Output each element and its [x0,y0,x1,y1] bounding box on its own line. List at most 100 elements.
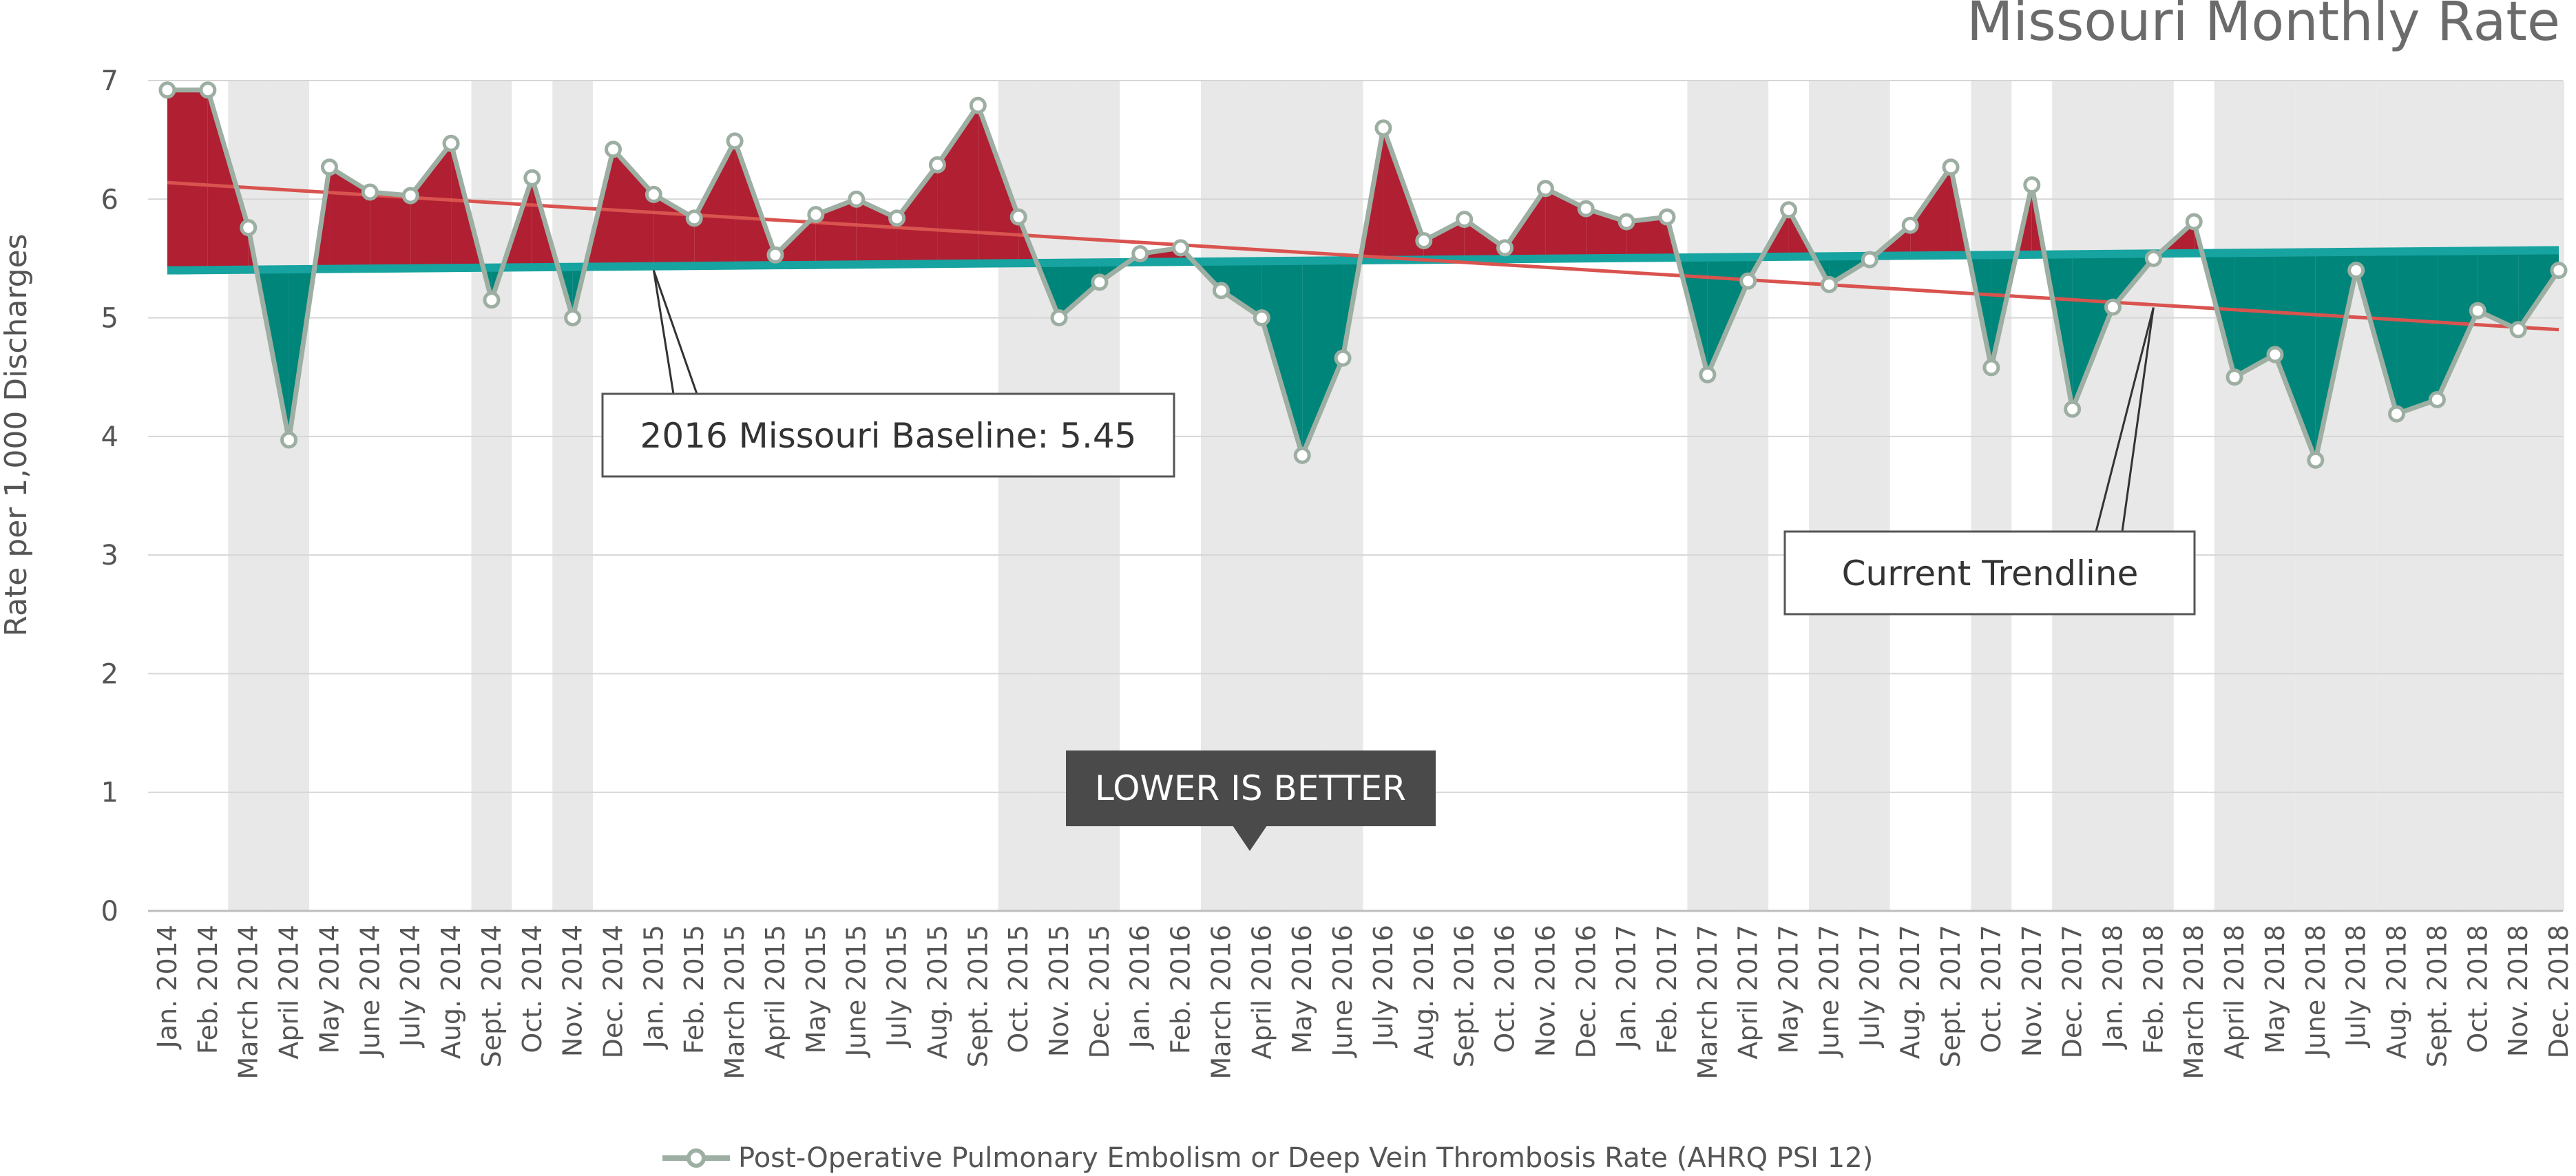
x-tick-label: Aug. 2016 [1409,925,1439,1059]
data-point [240,219,258,237]
data-point [2388,405,2406,423]
x-tick-label: Nov. 2015 [1044,925,1074,1057]
x-tick-label: March 2016 [1206,925,1236,1080]
x-tick-label: Jan. 2015 [638,925,669,1049]
x-tick-label: July 2017 [1854,925,1885,1048]
data-point [685,209,703,227]
trendline-callout-text: Current Trendline [1842,554,2139,594]
shade-band [1687,81,1728,911]
shade-band [2052,81,2093,911]
data-point [401,187,419,204]
x-tick-label: July 2014 [395,925,426,1048]
x-tick-label: Sept. 2018 [2422,925,2452,1067]
area-segment [2274,252,2316,461]
legend: Post-Operative Pulmonary Embolism or Dee… [662,1142,1873,1174]
shade-band [2498,81,2539,911]
x-tick-label: Oct. 2018 [2462,925,2493,1053]
x-tick-label: July 2018 [2341,925,2371,1048]
x-tick-label: April 2018 [2219,925,2250,1060]
x-tick-label: Feb. 2016 [1166,925,1196,1054]
x-tick-label: Dec. 2014 [598,925,629,1058]
data-point [1617,213,1635,231]
x-tick-label: June 2017 [1814,925,1844,1058]
x-tick-label: Jan. 2018 [2097,925,2128,1049]
x-tick-label: July 2016 [1368,925,1399,1048]
lower-is-better-box [1066,750,1436,826]
shade-band [1849,81,1890,911]
data-point [1172,239,1190,257]
trendline-callout-leader [2121,307,2155,532]
data-point [2509,321,2527,339]
y-tick-label: 6 [101,184,118,216]
x-tick-label: Oct. 2017 [1976,925,2007,1053]
x-tick-label: Jan. 2017 [1611,925,1642,1049]
y-tick-label: 1 [101,777,118,809]
data-point [1131,245,1149,263]
area-segment [207,90,249,271]
y-tick-label: 3 [101,540,118,571]
y-axis-label: Rate per 1,000 Discharges [0,233,34,636]
data-point [1374,119,1392,137]
data-point [523,169,541,187]
shade-band [1971,81,2012,911]
shade-band [2416,81,2458,911]
shade-band [2254,81,2296,911]
area-segment [1302,260,1343,456]
data-point [1456,211,1474,229]
y-tick-label: 7 [101,65,118,97]
x-tick-label: Nov. 2016 [1530,925,1560,1057]
x-tick-label: Jan. 2014 [152,925,182,1049]
x-tick-label: Aug. 2018 [2382,925,2412,1059]
data-point [1050,309,1068,327]
x-tick-label: March 2014 [233,925,264,1080]
x-tick-label: Aug. 2014 [436,925,466,1059]
x-tick-label: Feb. 2018 [2138,925,2168,1054]
shade-band [552,81,594,911]
area-segment [1261,260,1303,456]
x-tick-label: April 2015 [760,925,790,1060]
area-segment [2396,251,2438,414]
data-point [1942,158,1960,176]
x-tick-label: Aug. 2015 [922,925,952,1059]
area-segment [897,165,938,264]
data-point [2347,262,2365,280]
data-point [848,190,866,208]
area-segment [370,191,411,269]
x-axis-ticks: Jan. 2014 Feb. 2014 March 2014 April 2014 Ma… [152,925,2574,1080]
data-point [1009,208,1027,226]
shade-band [2457,81,2498,911]
baseline-callout-box [601,392,1175,478]
area-segment [1626,217,1667,258]
area-segment [815,199,857,265]
data-point [888,209,906,227]
shade-band [2133,81,2174,911]
data-point [2307,451,2325,469]
baseline-callout-text: 2016 Missouri Baseline: 5.45 [640,416,1137,456]
shade-band [2336,81,2377,911]
x-tick-label: May 2014 [314,925,344,1053]
x-tick-label: Feb. 2014 [193,925,223,1054]
area-segment [2478,250,2519,330]
x-tick-label: May 2017 [1774,925,1804,1053]
data-point [1861,251,1878,269]
data-point [442,134,460,152]
x-tick-label: Sept. 2015 [963,925,993,1067]
data-point [766,246,784,264]
data-point [1212,282,1230,300]
x-tick-label: May 2016 [1287,925,1317,1053]
y-tick-label: 5 [101,303,118,335]
data-point [158,81,176,99]
data-point [2104,298,2122,316]
data-point [2023,176,2041,194]
data-point [1293,446,1311,464]
x-tick-label: Oct. 2014 [517,925,547,1053]
data-point [2266,346,2284,364]
data-point [1901,216,1919,234]
data-point [1739,272,1757,290]
area-segment [167,90,208,271]
baseline-callout-leader [652,270,675,395]
data-point [2144,249,2162,267]
area-segment [1221,261,1262,318]
y-axis-ticks: 0 1 2 3 4 5 6 7 [101,65,118,927]
annotations: 2016 Missouri Baseline: 5.45 Current Tren… [601,270,2196,851]
